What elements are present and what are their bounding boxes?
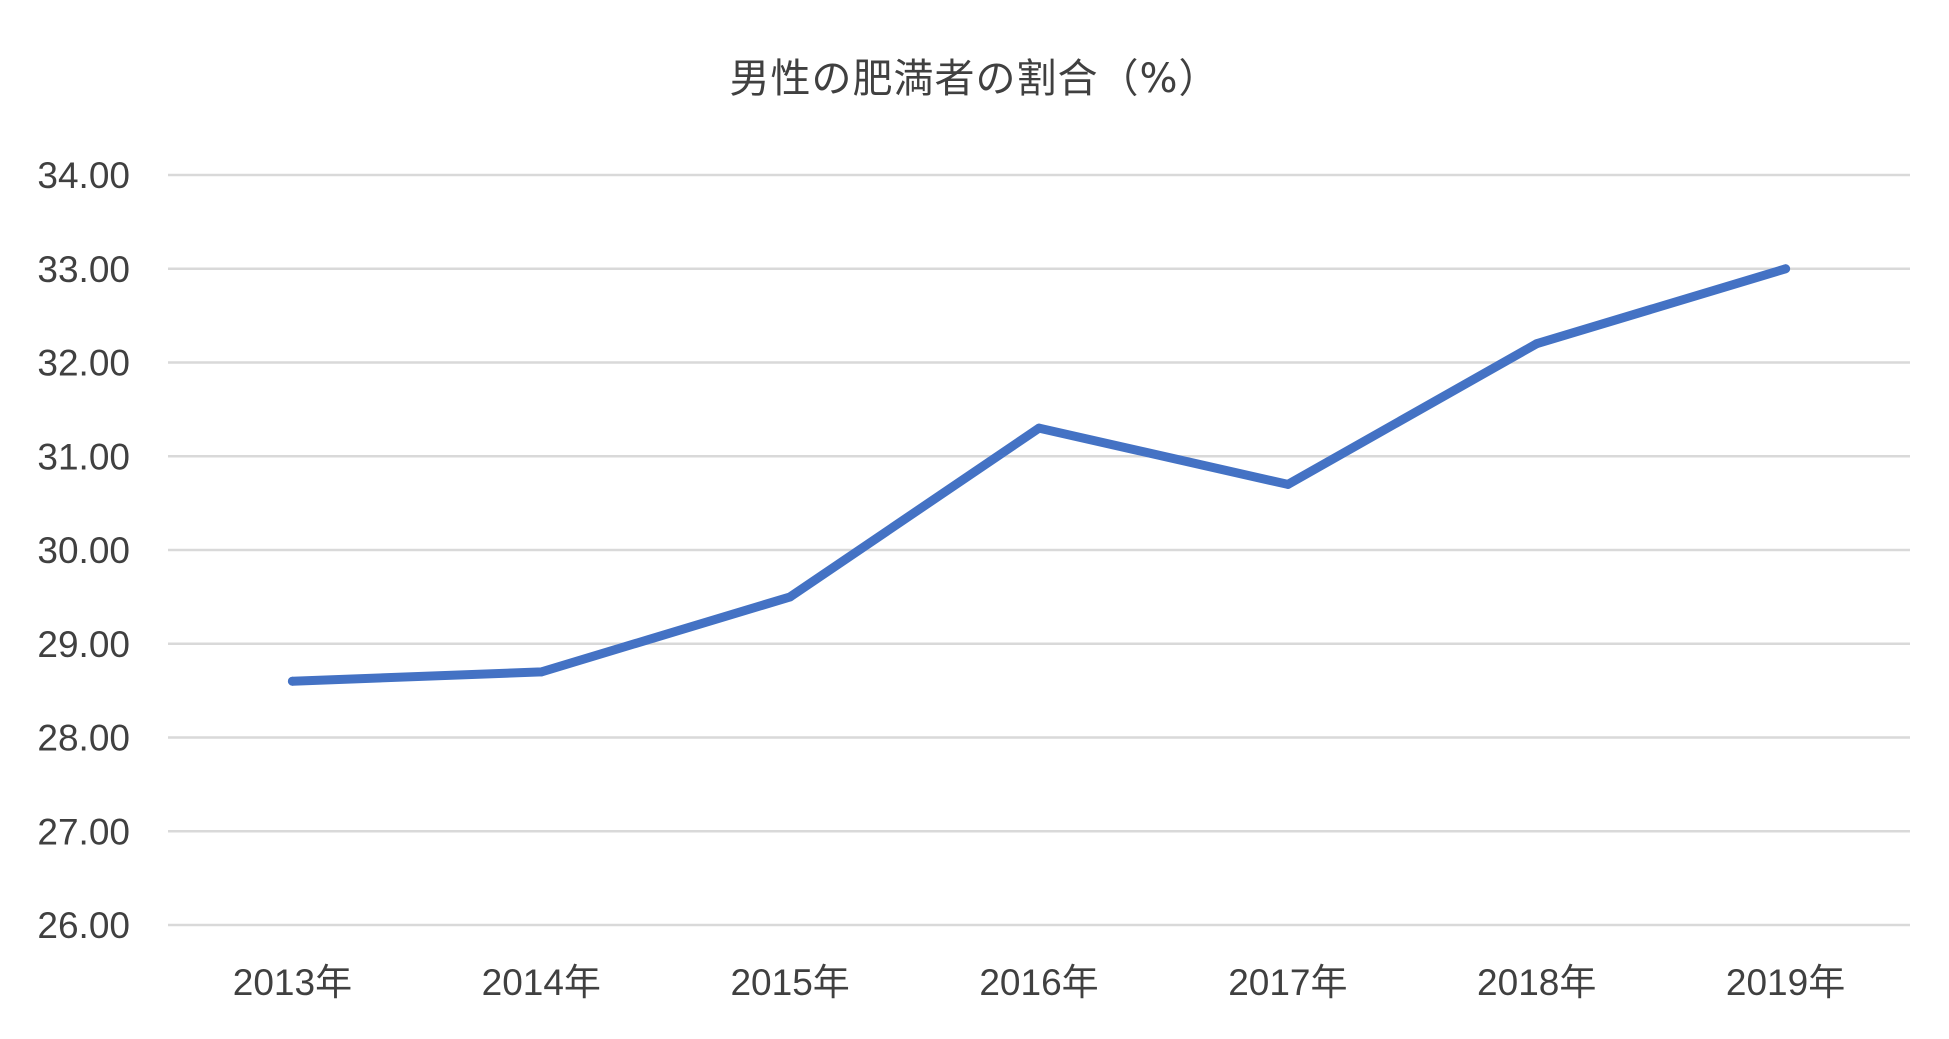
- data-point: [1034, 423, 1044, 433]
- y-axis-tick-labels: 26.00 27.00 28.00 29.00 30.00 31.00 32.00 33.00…: [37, 155, 130, 946]
- x-tick-label: 2017年: [1228, 962, 1347, 1003]
- data-point: [1283, 479, 1293, 489]
- x-tick-label: 2013年: [233, 962, 352, 1003]
- gridlines: [168, 173, 1910, 927]
- data-point: [785, 592, 795, 602]
- y-tick-label: 30.00: [37, 530, 130, 571]
- y-tick-label: 33.00: [37, 249, 130, 290]
- y-tick-label: 31.00: [37, 436, 130, 477]
- series-line: [287, 264, 1791, 686]
- x-tick-label: 2019年: [1726, 962, 1845, 1003]
- data-point: [1781, 264, 1791, 274]
- y-tick-label: 29.00: [37, 624, 130, 665]
- y-tick-label: 32.00: [37, 343, 130, 384]
- x-tick-label: 2018年: [1477, 962, 1596, 1003]
- data-point: [536, 667, 546, 677]
- y-tick-label: 28.00: [37, 718, 130, 759]
- x-tick-label: 2015年: [730, 962, 849, 1003]
- x-tick-label: 2014年: [482, 962, 601, 1003]
- data-series: [287, 264, 1791, 686]
- x-tick-label: 2016年: [979, 962, 1098, 1003]
- y-tick-label: 27.00: [37, 811, 130, 852]
- x-axis-tick-labels: 2013年 2014年 2015年 2016年 2017年 2018年 2019年: [233, 962, 1845, 1003]
- chart-title: 男性の肥満者の割合（%）: [729, 56, 1220, 102]
- y-tick-label: 34.00: [37, 155, 130, 196]
- data-point: [287, 676, 297, 686]
- y-tick-label: 26.00: [37, 905, 130, 946]
- data-point: [1532, 339, 1542, 349]
